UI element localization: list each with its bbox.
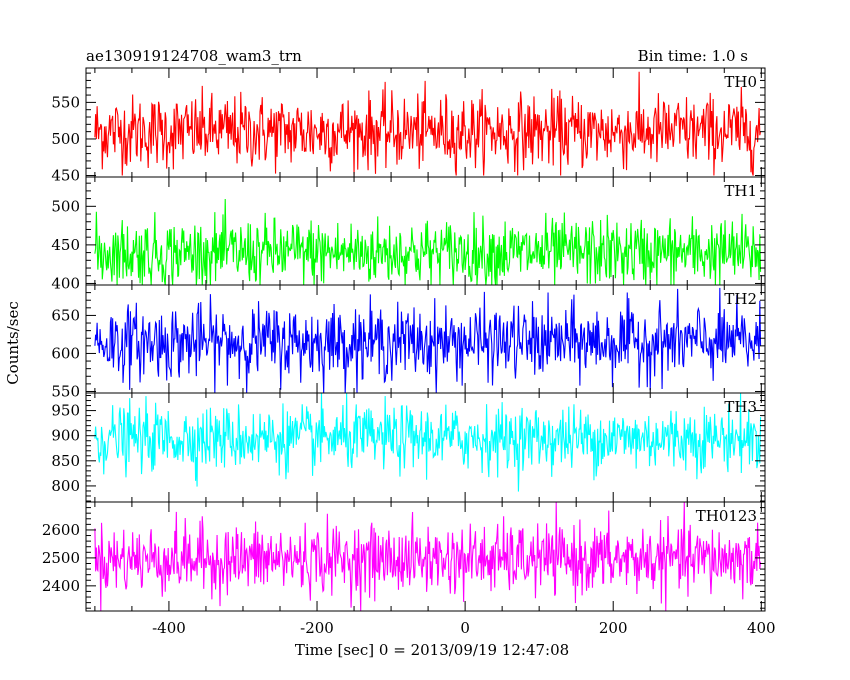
y-tick-label: 450 <box>51 236 80 254</box>
y-tick-label: 800 <box>51 477 80 495</box>
x-tick-label: 0 <box>460 619 470 637</box>
series-label-th3: TH3 <box>724 398 757 416</box>
y-tick-label: 500 <box>51 197 80 215</box>
y-tick-label: 2400 <box>42 577 80 595</box>
series-line-th1 <box>94 199 762 285</box>
y-tick-label: 600 <box>51 344 80 362</box>
y-tick-label: 650 <box>51 306 80 324</box>
series-line-th3 <box>94 393 762 492</box>
x-tick-label: 400 <box>747 619 776 637</box>
y-tick-label: 850 <box>51 452 80 470</box>
series-label-th1: TH1 <box>724 182 757 200</box>
y-tick-label: 550 <box>51 93 80 111</box>
series-label-th2: TH2 <box>724 290 757 308</box>
y-tick-label: 500 <box>51 130 80 148</box>
series-line-th0123 <box>94 502 762 611</box>
y-tick-label: 900 <box>51 427 80 445</box>
observation-id: ae130919124708_wam3_trn <box>86 47 302 65</box>
y-tick-label: 950 <box>51 402 80 420</box>
x-tick-label: 200 <box>599 619 628 637</box>
x-axis-label: Time [sec] 0 = 2013/09/19 12:47:08 <box>295 641 569 659</box>
y-tick-label: 450 <box>51 167 80 185</box>
y-tick-label: 2500 <box>42 549 80 567</box>
panel-frame-th0123 <box>85 501 766 612</box>
bin-time-label: Bin time: 1.0 s <box>638 47 748 65</box>
y-tick-label: 400 <box>51 274 80 292</box>
series-line-th0 <box>94 71 762 176</box>
y-tick-label: 550 <box>51 382 80 400</box>
series-label-th0123: TH0123 <box>696 507 757 525</box>
y-tick-label: 2600 <box>42 521 80 539</box>
series-label-th0: TH0 <box>724 73 757 91</box>
series-line-th2 <box>94 287 762 393</box>
x-tick-label: -400 <box>152 619 186 637</box>
panels: 450 500 550 TH0 400 450 500 TH1 550 600 650 TH2 800 8… <box>42 67 776 637</box>
y-axis-label: Counts/sec <box>4 301 22 385</box>
x-tick-label: -200 <box>300 619 334 637</box>
